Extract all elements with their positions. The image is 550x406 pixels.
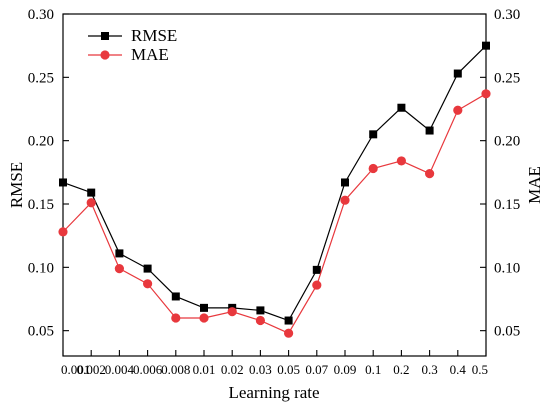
left-y-tick-label-5: 0.30 xyxy=(28,7,54,23)
point-mae-5 xyxy=(199,313,209,323)
right-y-tick-label-4: 0.25 xyxy=(494,70,520,86)
point-mae-8 xyxy=(284,328,294,338)
point-mae-13 xyxy=(425,169,435,179)
point-mae-4 xyxy=(171,313,181,323)
point-mae-0 xyxy=(58,227,68,237)
point-mae-2 xyxy=(114,264,124,274)
legend: RMSE MAE xyxy=(88,26,177,64)
point-mae-12 xyxy=(396,156,406,166)
legend-marker-rmse xyxy=(101,32,109,40)
x-axis-title: Learning rate xyxy=(228,383,319,402)
x-tick-label-0: 0.001 xyxy=(61,362,90,377)
point-mae-1 xyxy=(86,198,96,208)
x-tick-label-4: 0.008 xyxy=(161,362,190,377)
plot-frame xyxy=(62,13,487,357)
left-y-tick-label-3: 0.20 xyxy=(28,134,54,150)
point-mae-10 xyxy=(340,195,350,205)
point-mae-7 xyxy=(255,315,265,326)
left-y-axis-ticks: 0.05 0.10 0.15 0.20 0.25 0.30 xyxy=(28,7,69,340)
point-mae-14 xyxy=(453,105,463,115)
series-line-rmse xyxy=(62,45,487,322)
point-rmse-10 xyxy=(341,178,349,187)
point-mae-15 xyxy=(481,89,491,99)
left-y-tick-label-2: 0.15 xyxy=(28,197,54,213)
x-tick-label-8: 0.05 xyxy=(277,362,300,377)
left-y-tick-label-0: 0.05 xyxy=(28,324,54,340)
right-y-tick-label-3: 0.20 xyxy=(494,134,520,150)
right-y-tick-label-2: 0.15 xyxy=(494,197,520,213)
x-tick-label-5: 0.01 xyxy=(193,362,216,377)
legend-item-mae: MAE xyxy=(88,45,169,64)
x-tick-label-12: 0.2 xyxy=(393,362,409,377)
right-y-axis-title: MAE xyxy=(525,166,544,204)
x-tick-label-3: 0.006 xyxy=(133,362,163,377)
x-tick-label-9: 0.07 xyxy=(305,362,328,377)
left-y-tick-label-4: 0.25 xyxy=(28,70,54,86)
series-line-mae xyxy=(62,93,487,334)
point-rmse-11 xyxy=(369,130,378,139)
x-tick-label-11: 0.1 xyxy=(365,362,381,377)
legend-item-rmse: RMSE xyxy=(88,26,177,45)
legend-marker-mae xyxy=(100,50,110,60)
x-tick-label-6: 0.02 xyxy=(221,362,244,377)
point-rmse-14 xyxy=(453,69,462,78)
point-mae-3 xyxy=(143,279,153,289)
x-tick-label-13: 0.3 xyxy=(421,362,437,377)
point-mae-6 xyxy=(227,307,237,317)
point-rmse-8 xyxy=(284,316,293,325)
point-rmse-4 xyxy=(171,292,180,301)
right-y-tick-label-0: 0.05 xyxy=(494,324,520,340)
left-y-tick-label-1: 0.10 xyxy=(28,260,54,276)
series-layer xyxy=(58,41,491,338)
x-tick-label-14: 0.4 xyxy=(450,362,467,377)
point-rmse-5 xyxy=(200,303,208,312)
left-y-axis-title: RMSE xyxy=(7,162,26,208)
point-rmse-15 xyxy=(482,41,490,50)
x-tick-label-15: 0.5 xyxy=(472,362,488,377)
point-rmse-9 xyxy=(312,265,321,274)
right-y-tick-label-1: 0.10 xyxy=(494,260,520,276)
point-mae-11 xyxy=(368,163,378,174)
x-tick-label-7: 0.03 xyxy=(249,362,272,377)
point-rmse-7 xyxy=(256,306,265,315)
point-rmse-12 xyxy=(397,103,406,112)
x-tick-label-10: 0.09 xyxy=(334,362,357,377)
point-rmse-0 xyxy=(59,178,67,187)
point-rmse-2 xyxy=(115,249,124,258)
point-mae-9 xyxy=(312,280,322,290)
legend-label-rmse: RMSE xyxy=(131,26,177,45)
x-tick-label-2: 0.004 xyxy=(105,362,135,377)
x-tick-label-1: 0.002 xyxy=(77,362,106,377)
legend-label-mae: MAE xyxy=(131,45,169,64)
point-rmse-13 xyxy=(425,126,434,135)
right-y-axis-ticks: 0.05 0.10 0.15 0.20 0.25 0.30 xyxy=(480,7,520,340)
right-y-tick-label-5: 0.30 xyxy=(494,7,520,23)
point-rmse-3 xyxy=(143,264,152,273)
point-rmse-1 xyxy=(87,188,96,197)
